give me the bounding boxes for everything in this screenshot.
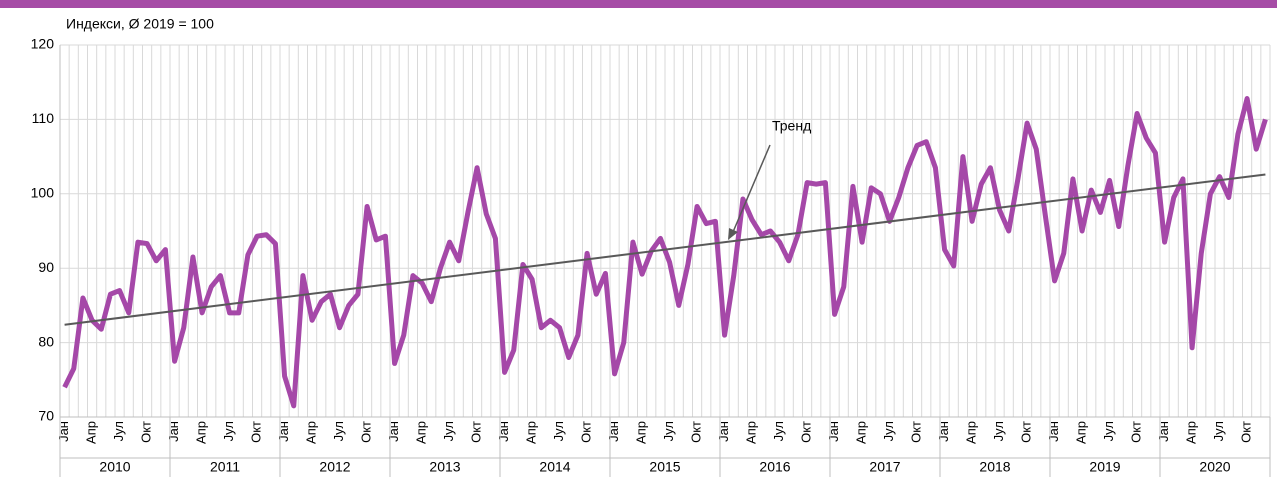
x-tick-label: Апр (304, 421, 319, 444)
x-tick-label: Јан (1046, 421, 1061, 442)
x-tick-label: Јул (331, 421, 346, 441)
year-label: 2014 (539, 459, 570, 475)
trend-label: Тренд (772, 118, 811, 134)
x-tick-label: Апр (634, 421, 649, 444)
x-tick-label: Јул (771, 421, 786, 441)
x-tick-label: Апр (194, 421, 209, 444)
x-tick-label: Окт (689, 421, 704, 443)
x-tick-label: Јул (1101, 421, 1116, 441)
x-tick-label: Јан (606, 421, 621, 442)
x-tick-label: Апр (84, 421, 99, 444)
x-tick-label: Окт (799, 421, 814, 443)
x-tick-label: Окт (1019, 421, 1034, 443)
trend-line (64, 173, 1266, 326)
y-tick-label: 120 (31, 36, 55, 52)
x-tick-label: Окт (909, 421, 924, 443)
trend-arrowhead (728, 228, 738, 240)
year-label: 2011 (210, 459, 240, 475)
x-tick-label: Апр (414, 421, 429, 444)
year-label: 2015 (649, 459, 680, 475)
y-tick-label: 110 (32, 110, 55, 126)
x-tick-label: Јан (276, 421, 291, 442)
year-label: 2016 (759, 459, 790, 475)
x-tick-label: Јул (221, 421, 236, 441)
year-label: 2010 (99, 459, 130, 475)
year-label: 2018 (979, 459, 1010, 475)
x-tick-label: Апр (744, 421, 759, 444)
x-tick-label: Јул (661, 421, 676, 441)
x-tick-label: Окт (359, 421, 374, 443)
year-label: 2012 (319, 459, 350, 475)
year-label: 2020 (1199, 459, 1230, 475)
x-tick-label: Апр (1184, 421, 1199, 444)
year-label: 2013 (429, 459, 460, 475)
y-tick-label: 80 (38, 333, 54, 349)
x-tick-label: Апр (854, 421, 869, 444)
y-axis-label: Индекси, Ø 2019 = 100 (66, 16, 214, 32)
x-tick-label: Апр (964, 421, 979, 444)
x-tick-label: Јан (1156, 421, 1171, 442)
y-tick-label: 70 (38, 408, 54, 424)
x-tick-label: Јан (166, 421, 181, 442)
top-bar (0, 0, 1277, 8)
x-tick-label: Јул (991, 421, 1006, 441)
trend-arrow (732, 144, 771, 233)
x-tick-label: Јул (551, 421, 566, 441)
y-tick-label: 100 (31, 185, 55, 201)
x-tick-label: Јул (111, 421, 126, 441)
x-tick-label: Окт (579, 421, 594, 443)
x-tick-label: Окт (139, 421, 154, 443)
x-tick-label: Јан (826, 421, 841, 442)
y-tick-label: 90 (38, 259, 54, 275)
x-tick-label: Јул (441, 421, 456, 441)
x-tick-label: Јан (56, 421, 71, 442)
x-tick-label: Јан (386, 421, 401, 442)
x-tick-label: Окт (469, 421, 484, 443)
year-label: 2019 (1089, 459, 1120, 475)
x-tick-label: Јул (881, 421, 896, 441)
x-tick-label: Јан (496, 421, 511, 442)
year-label: 2017 (869, 459, 900, 475)
x-tick-label: Апр (524, 421, 539, 444)
x-tick-label: Окт (1239, 421, 1254, 443)
x-tick-label: Јан (716, 421, 731, 442)
x-tick-label: Апр (1074, 421, 1089, 444)
x-tick-label: Окт (249, 421, 264, 443)
x-tick-label: Окт (1129, 421, 1144, 443)
x-tick-label: Јан (936, 421, 951, 442)
x-tick-label: Јул (1211, 421, 1226, 441)
